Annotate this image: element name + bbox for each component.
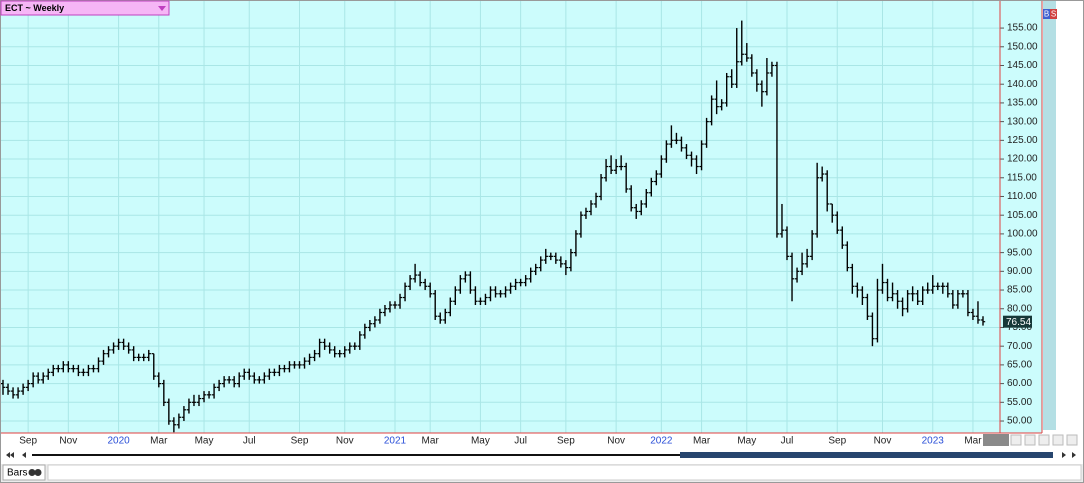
x-tick-label: Sep <box>557 436 575 447</box>
x-tick-label: 2023 <box>922 436 945 447</box>
buy-button[interactable] <box>1043 9 1050 19</box>
y-tick-label: 95.00 <box>1007 247 1032 258</box>
x-tick-label: Sep <box>828 436 846 447</box>
toolbar[interactable] <box>1010 434 1078 446</box>
x-tick-label: Mar <box>150 436 168 447</box>
y-tick-label: 150.00 <box>1007 41 1038 52</box>
tool-button[interactable] <box>1024 434 1036 446</box>
x-tick-label: Nov <box>59 436 77 447</box>
y-tick-label: 55.00 <box>1007 397 1032 408</box>
y-tick-label: 80.00 <box>1007 303 1032 314</box>
style-box[interactable] <box>2 464 46 481</box>
dropdown-arrow[interactable] <box>158 6 166 11</box>
y-tick-label: 85.00 <box>1007 285 1032 296</box>
sell-button[interactable] <box>1050 9 1057 19</box>
scroll-left[interactable] <box>22 452 26 458</box>
x-tick-label: Sep <box>291 436 309 447</box>
x-tick-label: Nov <box>607 436 625 447</box>
y-tick-label: 60.00 <box>1007 378 1032 389</box>
x-tick-label: Nov <box>336 436 354 447</box>
chart-title: ECT ~ Weekly <box>5 3 64 13</box>
y-tick-label: 70.00 <box>1007 341 1032 352</box>
side-strip <box>1043 0 1056 430</box>
y-tick-label: 90.00 <box>1007 266 1032 277</box>
tool-button[interactable] <box>1038 434 1050 446</box>
y-tick-label: 100.00 <box>1007 229 1038 240</box>
x-tick-label: Mar <box>422 436 440 447</box>
tool-button[interactable] <box>1052 434 1064 446</box>
x-tick-label: May <box>471 436 490 447</box>
style-icon[interactable] <box>28 469 36 476</box>
tool-button[interactable] <box>1066 434 1078 446</box>
y-tick-label: 155.00 <box>1007 23 1038 34</box>
sell-label: S <box>1051 10 1056 19</box>
x-tick-label: Jul <box>781 436 794 447</box>
y-tick-label: 65.00 <box>1007 360 1032 371</box>
status-field <box>47 464 1082 481</box>
x-tick-label: Nov <box>874 436 892 447</box>
bars <box>0 20 986 433</box>
scroll-end[interactable] <box>1072 452 1076 458</box>
x-tick-label: May <box>195 436 214 447</box>
scroll-start[interactable] <box>6 452 14 458</box>
chart-style: Bars <box>7 468 28 479</box>
x-tick-label: Jul <box>514 436 527 447</box>
y-tick-label: 50.00 <box>1007 416 1032 427</box>
x-tick-label: 2021 <box>384 436 407 447</box>
y-tick-label: 125.00 <box>1007 135 1038 146</box>
x-tick-label: 2020 <box>107 436 130 447</box>
y-tick-label: 115.00 <box>1007 172 1037 183</box>
y-tick-label: 110.00 <box>1007 191 1037 202</box>
buy-label: B <box>1044 10 1049 19</box>
y-tick-label: 140.00 <box>1007 79 1038 90</box>
x-tick-label: Sep <box>19 436 37 447</box>
scroll-thumb[interactable] <box>680 452 1053 458</box>
x-tick-label: Jul <box>243 436 256 447</box>
x-tick-label: Mar <box>964 436 982 447</box>
y-tick-label: 135.00 <box>1007 98 1038 109</box>
tool-button[interactable] <box>1010 434 1022 446</box>
last-price-box <box>1003 315 1032 328</box>
y-tick-label: 145.00 <box>1007 60 1038 71</box>
x-tick-label: May <box>737 436 756 447</box>
x-tick-label: Mar <box>693 436 711 447</box>
scroll-right[interactable] <box>1062 452 1066 458</box>
y-tick-label: 120.00 <box>1007 154 1038 165</box>
symbol-box[interactable] <box>0 0 170 16</box>
style-icon[interactable] <box>34 469 42 476</box>
x-tick-label: 2022 <box>650 436 673 447</box>
y-tick-label: 105.00 <box>1007 210 1038 221</box>
y-tick-label: 130.00 <box>1007 116 1038 127</box>
last-price-label: 76.54 <box>1006 317 1031 328</box>
toolbar-block <box>983 434 1009 446</box>
